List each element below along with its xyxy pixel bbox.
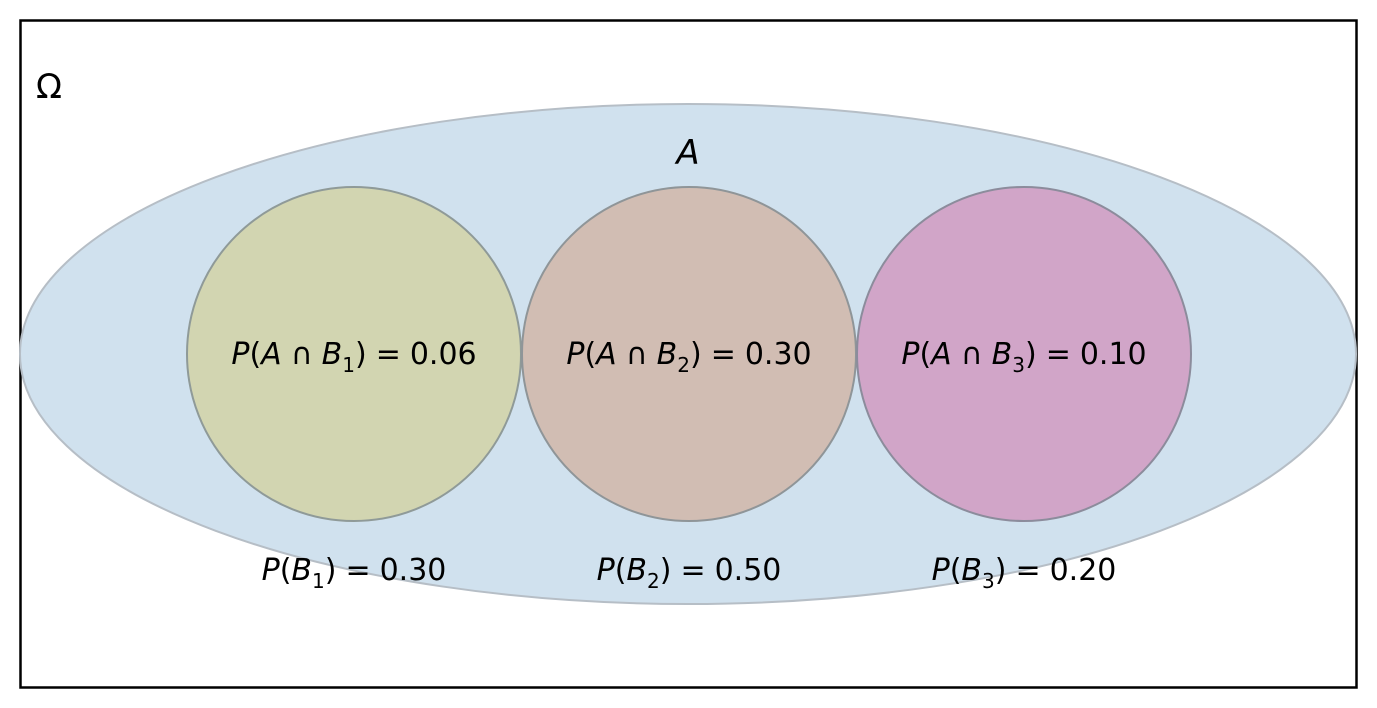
event-a-label: A <box>674 133 699 173</box>
intersection-b1-label: P(A ∩ B1) = 0.06 <box>231 337 476 377</box>
intersection-b2-label: P(A ∩ B2) = 0.30 <box>566 337 811 377</box>
omega-label: Ω <box>36 67 62 107</box>
intersection-b3-label: P(A ∩ B3) = 0.10 <box>901 337 1146 377</box>
marginal-b1-label: P(B1) = 0.30 <box>262 553 447 593</box>
partition-b3-circle <box>856 186 1192 522</box>
marginal-b2-label: P(B2) = 0.50 <box>597 553 782 593</box>
marginal-b3-label: P(B3) = 0.20 <box>932 553 1117 593</box>
